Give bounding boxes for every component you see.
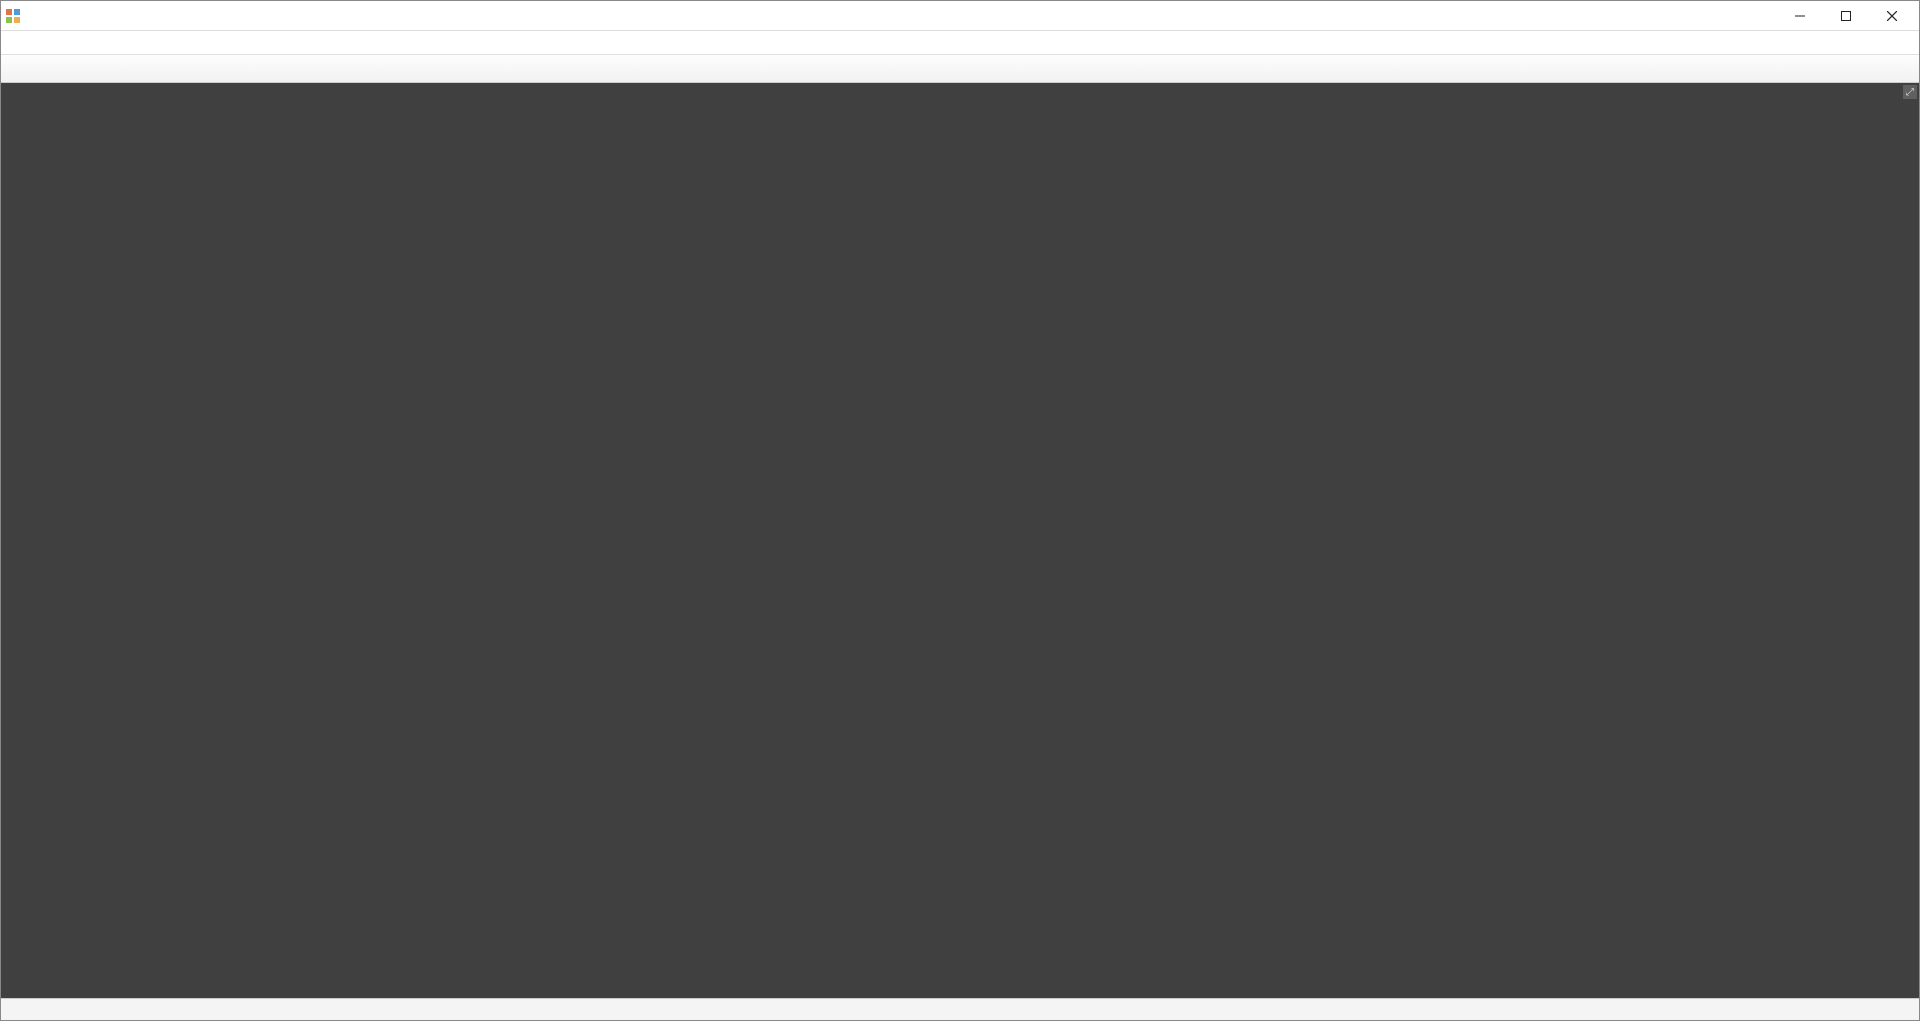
status-bar [1,998,1919,1020]
x-axis-row [7,960,1913,992]
scope-window: ⤢ [0,0,1920,1021]
menu-bar [1,31,1919,55]
plot-grid [7,89,1913,958]
maximize-button[interactable] [1823,1,1869,31]
scope-area: ⤢ [1,83,1919,998]
minimize-button[interactable] [1777,1,1823,31]
toolbar [1,55,1919,83]
app-logo-icon [5,8,21,24]
title-bar [1,1,1919,31]
expand-icon[interactable]: ⤢ [1903,85,1917,99]
close-button[interactable] [1869,1,1915,31]
